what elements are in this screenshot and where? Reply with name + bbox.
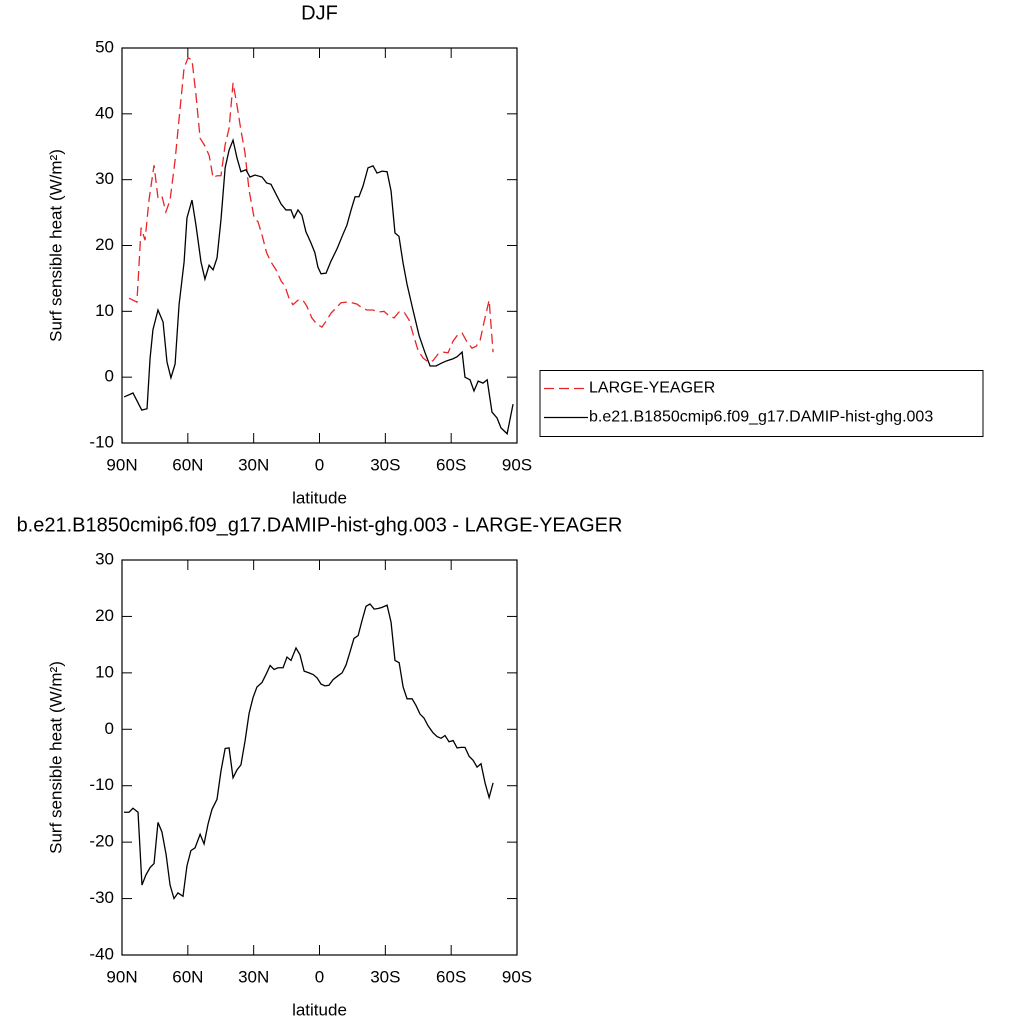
y-tick-label: 20 [95,606,114,625]
x-tick-label: 0 [315,967,324,986]
y-tick-label: 30 [95,169,114,188]
y-axis-label: Surf sensible heat (W/m²) [46,661,65,854]
x-tick-label: 90N [106,967,137,986]
y-tick-label: -10 [89,432,114,451]
y-tick-label: 40 [95,103,114,122]
data-line [123,137,514,436]
y-tick-label: -20 [89,832,114,851]
data-line [128,56,494,363]
legend-box [539,370,984,437]
y-tick-label: 20 [95,235,114,254]
x-tick-label: 60S [436,967,466,986]
legend-label: b.e21.B1850cmip6.f09_g17.DAMIP-hist-ghg.… [589,409,933,426]
x-tick-label: 30S [370,967,400,986]
chart-title: b.e21.B1850cmip6.f09_g17.DAMIP-hist-ghg.… [17,514,623,536]
x-tick-label: 90N [106,455,137,474]
data-line [123,603,494,901]
x-axis-label: latitude [292,488,347,507]
chart-title: DJF [301,2,338,24]
x-tick-label: 60S [436,455,466,474]
x-axis-label: latitude [292,1000,347,1019]
x-tick-label: 60N [172,455,203,474]
y-tick-label: 10 [95,662,114,681]
x-tick-label: 90S [502,967,532,986]
y-tick-label: 0 [105,719,114,738]
y-tick-label: 30 [95,549,114,568]
y-axis-label: Surf sensible heat (W/m²) [46,149,65,342]
y-tick-label: -30 [89,888,114,907]
x-tick-label: 30N [238,455,269,474]
x-tick-label: 30N [238,967,269,986]
plot-frame [121,559,518,956]
x-tick-label: 30S [370,455,400,474]
y-tick-label: 10 [95,301,114,320]
plot-frame [121,47,518,444]
x-tick-label: 0 [315,455,324,474]
y-tick-label: 0 [105,367,114,386]
y-tick-label: -10 [89,775,114,794]
legend-label: LARGE-YEAGER [589,380,715,397]
y-tick-label: -40 [89,944,114,963]
x-tick-label: 90S [502,455,532,474]
x-tick-label: 60N [172,967,203,986]
y-tick-label: 50 [95,37,114,56]
